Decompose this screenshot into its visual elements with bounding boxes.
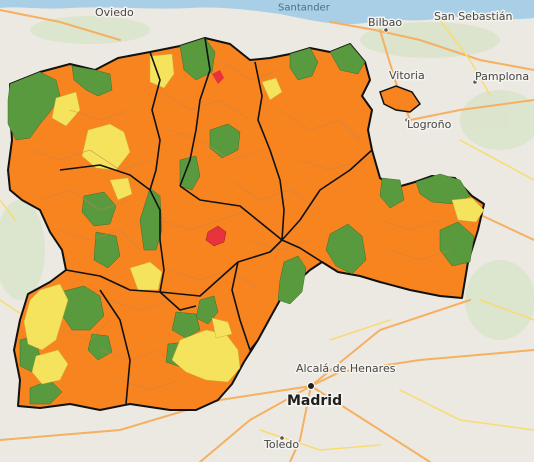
pamplona-marker: [472, 79, 478, 85]
sea-label: Santander: [278, 2, 331, 13]
yellow-zones[interactable]: [23, 53, 485, 385]
municipal-borders: [29, 59, 451, 391]
city-label-logrono[interactable]: Logroño: [406, 117, 454, 133]
city-label-vitoria[interactable]: Vitoria: [388, 68, 427, 84]
region-enclave[interactable]: [379, 85, 422, 113]
red-zone[interactable]: [205, 225, 227, 247]
green-zones[interactable]: [7, 37, 475, 405]
city-label-bilbao[interactable]: Bilbao: [367, 15, 404, 31]
red-zone-small[interactable]: [212, 70, 224, 84]
province-borders: [59, 37, 373, 405]
logrono-marker: [404, 117, 410, 123]
city-label-alcala[interactable]: Alcalá de Henares: [295, 361, 398, 377]
vitoria-marker: [402, 75, 408, 81]
madrid-marker: [307, 382, 315, 390]
city-label-pamplona[interactable]: Pamplona: [474, 69, 531, 85]
sea-area: [0, 0, 534, 25]
city-label-oviedo[interactable]: Oviedo: [94, 5, 136, 21]
city-markers: [279, 27, 478, 441]
alcala-marker: [340, 368, 346, 374]
city-label-toledo[interactable]: Toledo: [262, 437, 301, 453]
bilbao-marker: [383, 27, 389, 33]
city-labels: Oviedo Bilbao San Sebastián Vitoria Pamp…: [94, 5, 531, 453]
city-label-san-sebastian[interactable]: San Sebastián: [433, 9, 515, 25]
city-label-madrid[interactable]: Madrid: [285, 391, 344, 411]
toledo-marker: [279, 435, 285, 441]
